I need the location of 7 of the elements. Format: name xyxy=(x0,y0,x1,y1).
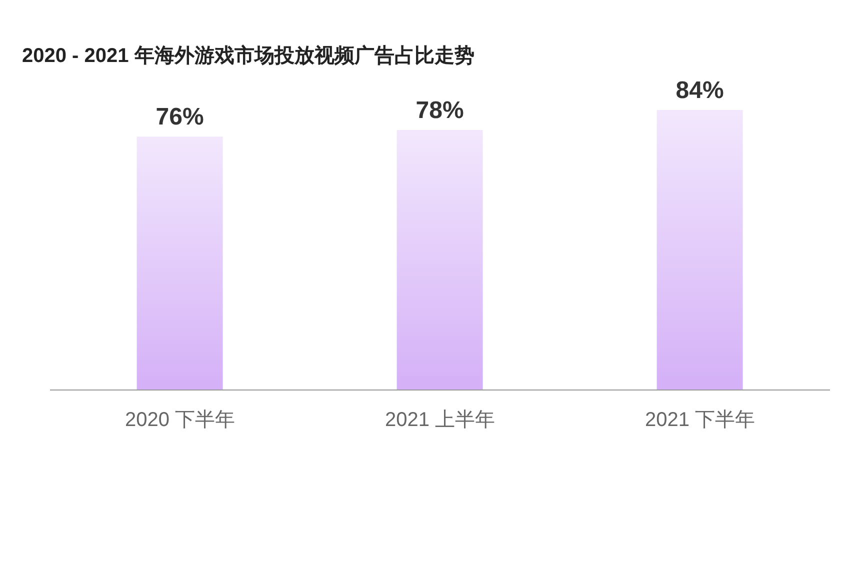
x-tick-label: 2021 下半年 xyxy=(644,409,756,432)
data-label: 84% xyxy=(676,77,724,104)
data-label: 76% xyxy=(156,104,204,131)
data-label: 78% xyxy=(416,97,464,124)
chart-title: 2020 - 2021 年海外游戏市场投放视频广告占比走势 xyxy=(22,44,474,69)
x-tick-label: 2021 上半年 xyxy=(384,409,496,432)
x-tick-label: 2020 下半年 xyxy=(124,409,236,432)
